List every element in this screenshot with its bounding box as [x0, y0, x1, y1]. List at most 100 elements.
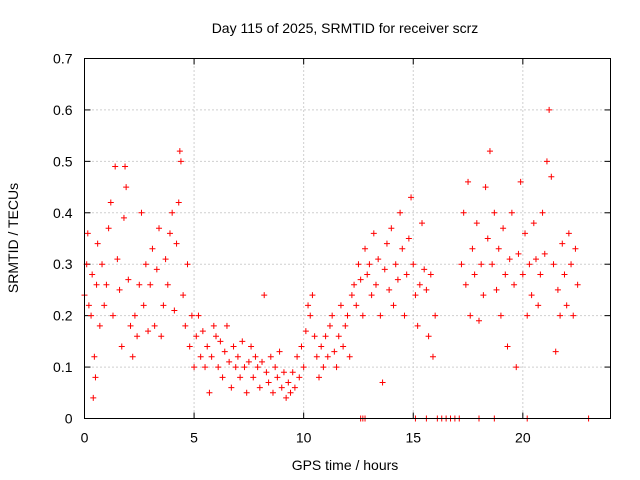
data-point — [559, 240, 566, 247]
data-point — [329, 312, 336, 319]
data-point — [552, 348, 559, 355]
data-point — [535, 302, 542, 309]
data-point — [274, 374, 281, 381]
data-point — [276, 348, 283, 355]
tick-labels: 0 5 10 15 20 0 0.1 0.2 0.3 0.4 0.5 0.6 0.7 — [53, 51, 531, 446]
data-point — [504, 343, 511, 350]
data-point — [114, 256, 121, 263]
data-point — [127, 322, 134, 329]
data-point — [539, 209, 546, 216]
data-point — [482, 184, 489, 191]
data-point — [149, 245, 156, 252]
data-point — [191, 364, 198, 371]
data-point — [506, 256, 513, 263]
data-point — [248, 343, 255, 350]
data-point — [408, 194, 415, 201]
data-point — [92, 374, 99, 381]
data-point — [419, 220, 426, 227]
data-point — [511, 281, 518, 288]
data-point — [530, 220, 537, 227]
data-point — [326, 322, 333, 329]
data-point — [543, 158, 550, 165]
data-point — [375, 256, 382, 263]
data-point — [351, 281, 358, 288]
data-point — [346, 353, 353, 360]
data-point — [156, 225, 163, 232]
data-point — [153, 266, 160, 273]
data-point — [324, 353, 331, 360]
data-point — [322, 333, 329, 340]
data-point — [84, 230, 91, 237]
data-point — [269, 389, 276, 396]
plot-frame — [84, 58, 611, 419]
data-point — [574, 281, 581, 288]
data-point — [502, 271, 509, 278]
data-point — [120, 214, 127, 221]
data-point — [473, 220, 480, 227]
data-point — [486, 148, 493, 155]
y-tick-label: 0 — [65, 411, 73, 427]
data-point — [491, 209, 498, 216]
data-point — [320, 364, 327, 371]
data-point — [109, 312, 116, 319]
data-point — [256, 384, 263, 391]
data-point — [368, 292, 375, 299]
data-point — [471, 271, 478, 278]
data-point — [331, 348, 338, 355]
data-point — [131, 312, 138, 319]
data-point — [515, 250, 522, 257]
data-point — [93, 281, 100, 288]
x-axis-title: GPS time / hours — [292, 457, 399, 473]
data-point — [254, 364, 261, 371]
data-point — [202, 364, 209, 371]
data-point — [96, 322, 103, 329]
data-point — [241, 364, 248, 371]
data-point — [283, 394, 290, 401]
y-tick-label: 0.6 — [53, 102, 73, 118]
data-point — [484, 235, 491, 242]
data-point — [105, 225, 112, 232]
data-point — [381, 266, 388, 273]
data-point — [250, 374, 257, 381]
data-marks — [81, 106, 592, 422]
data-point — [568, 261, 575, 268]
data-point — [217, 338, 224, 345]
data-point — [219, 374, 226, 381]
axis-ticks — [84, 58, 611, 419]
data-point — [305, 302, 312, 309]
data-point — [243, 389, 250, 396]
data-point — [221, 348, 228, 355]
data-point — [337, 302, 344, 309]
y-tick-label: 0.3 — [53, 256, 73, 272]
data-point — [493, 286, 500, 293]
data-point — [497, 312, 504, 319]
data-point — [122, 163, 129, 170]
data-point — [169, 209, 176, 216]
data-point — [570, 312, 577, 319]
data-point — [267, 353, 274, 360]
chart-title: Day 115 of 2025, SRMTID for receiver scr… — [212, 20, 479, 36]
y-tick-label: 0.1 — [53, 359, 73, 375]
data-point — [480, 292, 487, 299]
data-point — [383, 240, 390, 247]
data-point — [88, 312, 95, 319]
data-point — [193, 333, 200, 340]
data-point — [554, 286, 561, 293]
data-point — [239, 338, 246, 345]
data-point — [469, 245, 476, 252]
data-point — [259, 358, 266, 365]
data-point — [116, 286, 123, 293]
data-point — [403, 271, 410, 278]
y-tick-label: 0.7 — [53, 51, 73, 67]
data-point — [263, 369, 270, 376]
y-tick-label: 0.5 — [53, 153, 73, 169]
data-point — [572, 245, 579, 252]
data-point — [522, 230, 529, 237]
data-point — [272, 364, 279, 371]
data-point — [140, 302, 147, 309]
data-point — [186, 343, 193, 350]
y-tick-label: 0.4 — [53, 205, 73, 221]
data-point — [195, 312, 202, 319]
data-point — [278, 384, 285, 391]
x-tick-label: 20 — [515, 430, 531, 446]
